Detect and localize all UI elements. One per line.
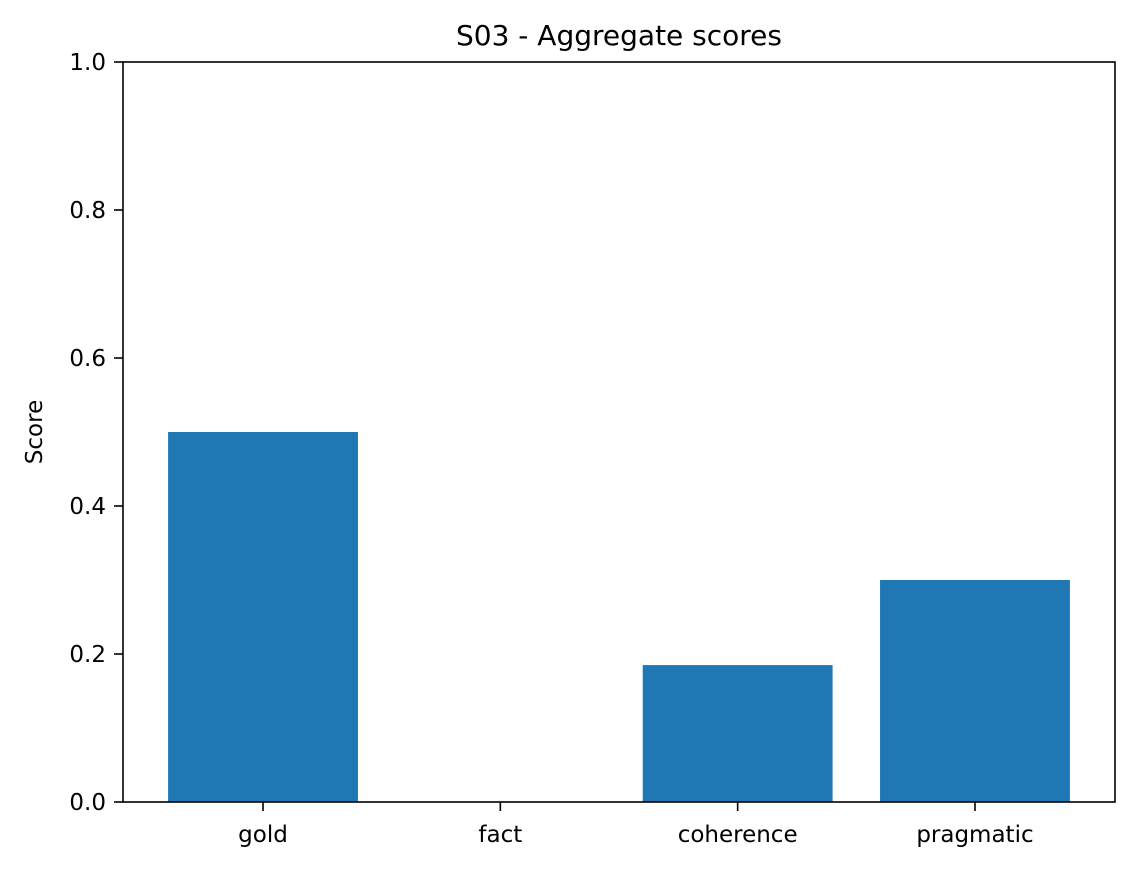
y-tick-label-0.8: 0.8 [69,198,106,224]
bar-gold [168,432,358,802]
plot-frame [122,61,1116,803]
x-tick-label-fact: fact [478,822,522,848]
x-tick-label-pragmatic: pragmatic [916,822,1033,848]
x-tick-label-coherence: coherence [678,822,798,848]
y-axis-title: Score [22,400,48,464]
ticks-layer: gold fact coherence pragmatic 0.0 0.2 0.4 0.6 0.… [69,50,1033,848]
bar-coherence [642,665,833,802]
y-tick-label-0.6: 0.6 [69,346,106,372]
y-tick-label-1.0: 1.0 [69,50,106,76]
y-tick-label-0.0: 0.0 [69,790,106,816]
y-tick-label-0.4: 0.4 [69,494,106,520]
x-tick-label-gold: gold [238,822,288,848]
bar-pragmatic [880,580,1070,802]
y-tick-label-0.2: 0.2 [69,642,106,668]
bars-layer [168,432,1070,802]
chart-title: S03 - Aggregate scores [456,19,782,52]
